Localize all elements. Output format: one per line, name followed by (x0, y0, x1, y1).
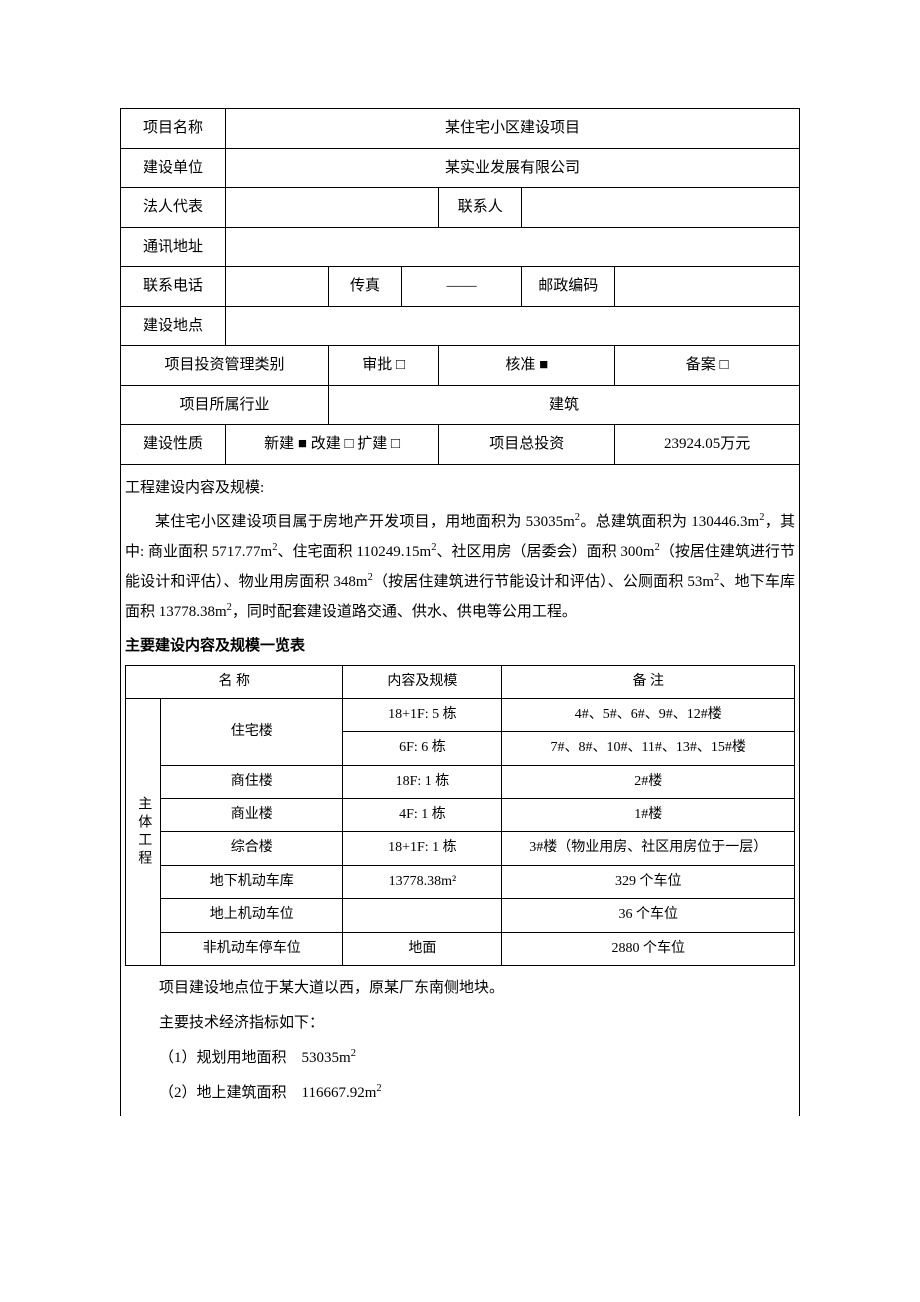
inner-header-remark: 备 注 (502, 665, 795, 698)
value-industry: 建筑 (329, 385, 800, 425)
inner-r3-remark: 1#楼 (502, 799, 795, 832)
inner-r2-name: 商住楼 (161, 765, 343, 798)
label-total-investment: 项目总投资 (439, 425, 615, 465)
label-investment-category: 项目投资管理类别 (121, 346, 329, 386)
value-legal-rep (226, 188, 439, 228)
inner-side-label: 主体工程 (126, 698, 161, 965)
value-construction-nature: 新建 ■ 改建 □ 扩建 □ (226, 425, 439, 465)
inner-header-name: 名 称 (126, 665, 343, 698)
inner-r4-scale: 18+1F: 1 栋 (343, 832, 502, 865)
inner-r7-name: 非机动车停车位 (161, 932, 343, 965)
footer-loc: 项目建设地点位于某大道以西，原某厂东南侧地块。 (129, 972, 791, 1005)
inner-r6-scale (343, 899, 502, 932)
inner-r1-scale: 6F: 6 栋 (343, 732, 502, 765)
sub-title: 主要建设内容及规模一览表 (125, 631, 795, 661)
label-phone: 联系电话 (121, 267, 226, 307)
value-fax: —— (402, 267, 522, 307)
inner-r7-scale: 地面 (343, 932, 502, 965)
label-fax: 传真 (329, 267, 402, 307)
inner-table: 名 称 内容及规模 备 注 主体工程 住宅楼 18+1F: 5 栋 4#、5#、… (125, 665, 795, 967)
label-construction-nature: 建设性质 (121, 425, 226, 465)
inner-header-scale: 内容及规模 (343, 665, 502, 698)
inner-r5-remark: 329 个车位 (502, 865, 795, 898)
inner-r5-scale: 13778.38m² (343, 865, 502, 898)
project-info-table: 项目名称 某住宅小区建设项目 建设单位 某实业发展有限公司 法人代表 联系人 通… (120, 108, 800, 465)
inner-r7-remark: 2880 个车位 (502, 932, 795, 965)
inner-r3-name: 商业楼 (161, 799, 343, 832)
label-construction-location: 建设地点 (121, 306, 226, 346)
value-record: 备案 □ (615, 346, 800, 386)
value-construction-unit: 某实业发展有限公司 (226, 148, 800, 188)
inner-r0-name: 住宅楼 (161, 698, 343, 765)
value-construction-location (226, 306, 800, 346)
label-construction-unit: 建设单位 (121, 148, 226, 188)
inner-r2-scale: 18F: 1 栋 (343, 765, 502, 798)
label-industry: 项目所属行业 (121, 385, 329, 425)
label-postal-code: 邮政编码 (522, 267, 615, 307)
inner-r4-name: 综合楼 (161, 832, 343, 865)
value-phone (226, 267, 329, 307)
inner-r5-name: 地下机动车库 (161, 865, 343, 898)
value-approval: 审批 □ (329, 346, 439, 386)
inner-r4-remark: 3#楼（物业用房、社区用房位于一层） (502, 832, 795, 865)
footer-line2: （2）地上建筑面积 116667.92m2 (129, 1077, 791, 1110)
inner-r6-remark: 36 个车位 (502, 899, 795, 932)
content-block: 工程建设内容及规模: 某住宅小区建设项目属于房地产开发项目，用地面积为 5303… (120, 465, 800, 1117)
value-contact-person (522, 188, 800, 228)
value-postal-code (615, 267, 800, 307)
footer-block: 项目建设地点位于某大道以西，原某厂东南侧地块。 主要技术经济指标如下： （1）规… (125, 966, 795, 1110)
value-ratify: 核准 ■ (439, 346, 615, 386)
inner-r0-remark: 4#、5#、6#、9#、12#楼 (502, 698, 795, 731)
footer-line1: （1）规划用地面积 53035m2 (129, 1042, 791, 1075)
label-project-name: 项目名称 (121, 109, 226, 149)
label-contact-person: 联系人 (439, 188, 522, 228)
inner-r6-name: 地上机动车位 (161, 899, 343, 932)
label-legal-rep: 法人代表 (121, 188, 226, 228)
footer-tech-title: 主要技术经济指标如下： (129, 1007, 791, 1040)
label-address: 通讯地址 (121, 227, 226, 267)
inner-r1-remark: 7#、8#、10#、11#、13#、15#楼 (502, 732, 795, 765)
value-address (226, 227, 800, 267)
content-heading: 工程建设内容及规模: (125, 473, 795, 503)
inner-r2-remark: 2#楼 (502, 765, 795, 798)
value-project-name: 某住宅小区建设项目 (226, 109, 800, 149)
inner-r3-scale: 4F: 1 栋 (343, 799, 502, 832)
inner-r0-scale: 18+1F: 5 栋 (343, 698, 502, 731)
content-para1: 某住宅小区建设项目属于房地产开发项目，用地面积为 53035m2。总建筑面积为 … (125, 507, 795, 627)
value-total-investment: 23924.05万元 (615, 425, 800, 465)
